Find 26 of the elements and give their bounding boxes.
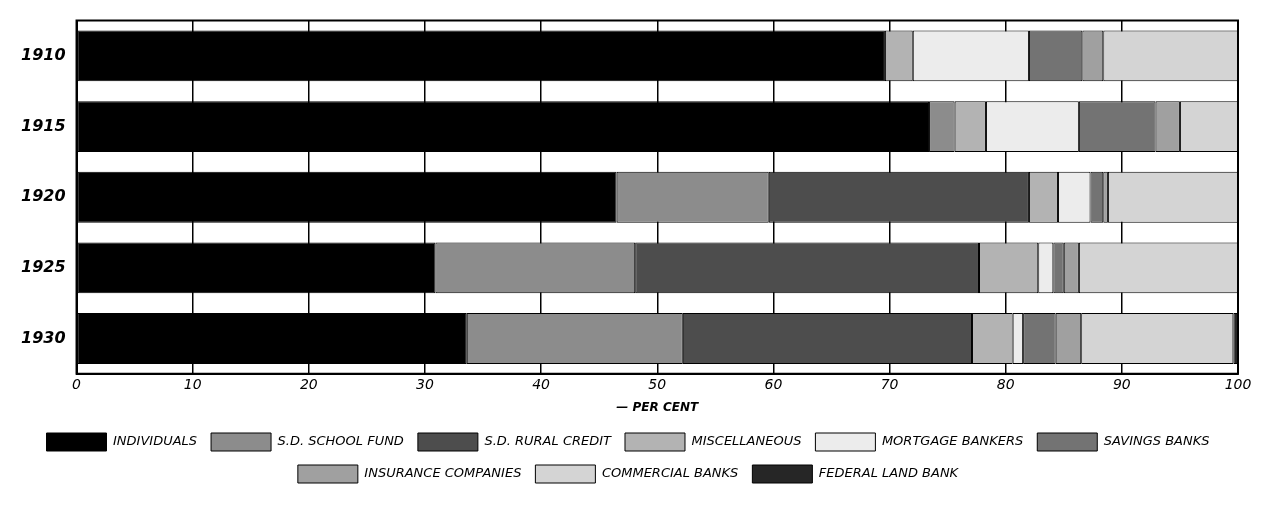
legend-label: S.D. RURAL CREDIT [484,433,613,449]
y-tick-label: 1910 [21,45,66,65]
legend-label: S.D. SCHOOL FUND [277,433,404,449]
x-tick-label: 90 [1112,375,1131,392]
legend-label: INDIVIDUALS [113,433,198,449]
legend-label: INSURANCE COMPANIES [364,465,522,481]
x-tick-label: 40 [532,375,551,392]
x-tick-label: 30 [416,375,434,392]
legend-label: FEDERAL LAND BANK [818,465,960,481]
y-tick-label: 1915 [21,115,66,135]
y-tick-label: 1920 [21,186,66,206]
legend-label: COMMERCIAL BANKS [601,465,739,481]
x-axis-title: — PER CENT [616,399,699,414]
x-tick-label: 70 [880,375,899,392]
x-tick-label: 10 [183,375,202,392]
x-tick-label: 60 [764,375,783,392]
y-tick-label: 1925 [21,257,66,276]
x-tick-label: 100 [1224,375,1252,392]
legend-label: SAVINGS BANKS [1103,433,1210,449]
x-tick-label: 20 [299,375,318,392]
legend-label: MISCELLANEOUS [691,433,802,449]
legend-label: MORTGAGE BANKERS [881,433,1024,449]
y-tick-label: 1930 [21,327,66,347]
x-tick-label: 80 [996,375,1015,392]
x-tick-label: 0 [72,375,82,392]
x-tick-label: 50 [648,375,667,392]
